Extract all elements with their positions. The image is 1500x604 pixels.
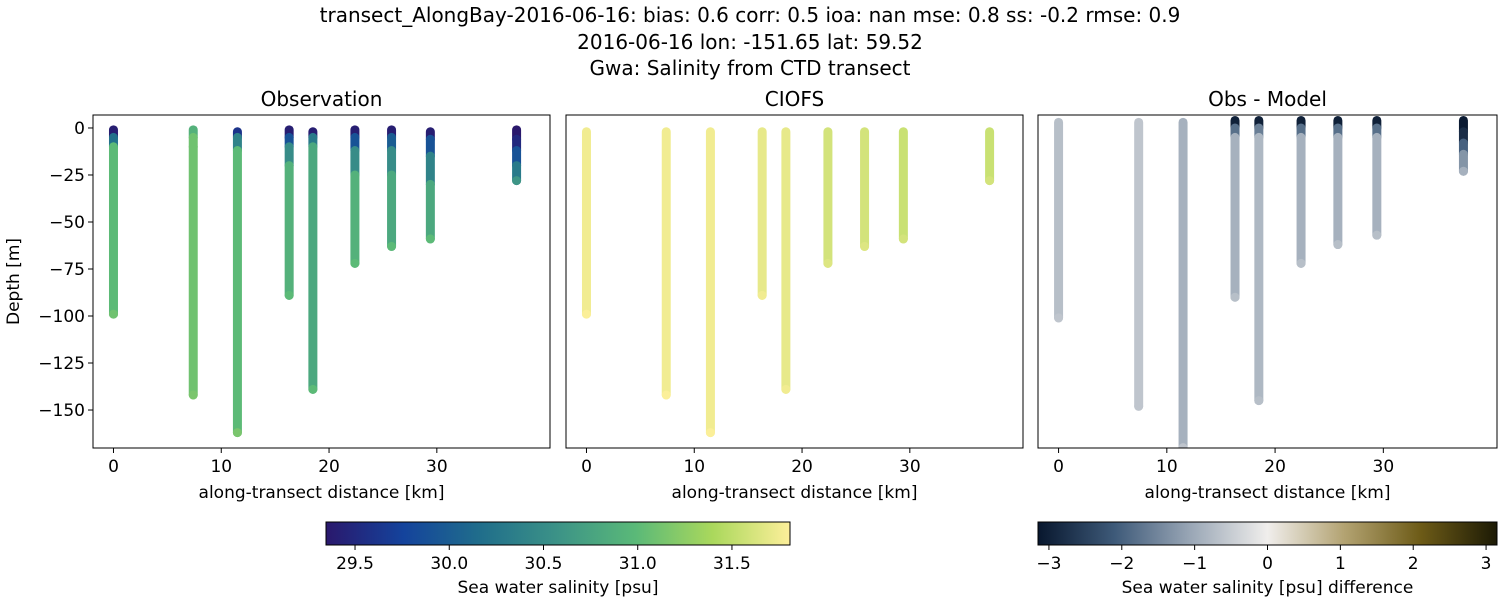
colorbar-tick-label: 3 xyxy=(1481,554,1492,574)
colorbar-label: Sea water salinity [psu] xyxy=(458,578,659,598)
colorbar-tick-label: −3 xyxy=(1036,554,1061,574)
colorbar-tick-label: 31.0 xyxy=(619,554,657,574)
colorbar-tick-label: 30.0 xyxy=(430,554,468,574)
colorbar-tick-label: 1 xyxy=(1335,554,1346,574)
colorbar xyxy=(1037,521,1498,546)
x-axis-label: along-transect distance [km] xyxy=(672,483,918,503)
colorbar-tick-label: 30.5 xyxy=(525,554,563,574)
axes-frame xyxy=(1037,114,1498,449)
title-line: 2016-06-16 lon: -151.65 lat: 59.52 xyxy=(577,30,923,54)
plot-area xyxy=(1054,115,1468,448)
title-line: Gwa: Salinity from CTD transect xyxy=(590,56,911,80)
x-tick-label: 0 xyxy=(108,457,119,477)
title-line: transect_AlongBay-2016-06-16: bias: 0.6 … xyxy=(320,3,1181,27)
panel-title: Obs - Model xyxy=(1208,87,1327,111)
y-tick-label: 0 xyxy=(74,119,85,139)
panel-title: CIOFS xyxy=(765,87,824,111)
panel-title: Observation xyxy=(261,87,383,111)
x-tick-label: 0 xyxy=(581,457,592,477)
y-tick-label: −25 xyxy=(49,166,85,186)
colorbar xyxy=(325,521,791,546)
x-tick-label: 30 xyxy=(426,457,448,477)
y-tick-label: −100 xyxy=(38,307,85,327)
x-axis-label: along-transect distance [km] xyxy=(199,483,445,503)
y-tick-label: −75 xyxy=(49,260,85,280)
x-tick-label: 10 xyxy=(1156,457,1178,477)
plot-area xyxy=(108,125,522,438)
y-tick-label: −125 xyxy=(38,354,85,374)
x-axis-label: along-transect distance [km] xyxy=(1145,483,1391,503)
x-tick-label: 10 xyxy=(683,457,705,477)
x-tick-label: 0 xyxy=(1053,457,1064,477)
colorbar-tick-label: 0 xyxy=(1262,554,1273,574)
plot-area xyxy=(581,127,995,438)
x-tick-label: 20 xyxy=(791,457,813,477)
y-tick-label: −150 xyxy=(38,401,85,421)
colorbar-tick-label: 2 xyxy=(1408,554,1419,574)
colorbar-tick-label: 29.5 xyxy=(336,554,374,574)
colorbar-tick-label: 31.5 xyxy=(713,554,751,574)
axes-frame xyxy=(92,114,551,449)
y-axis-label: Depth [m] xyxy=(4,238,24,325)
axes-frame xyxy=(565,114,1024,449)
colorbar-tick-label: −2 xyxy=(1109,554,1134,574)
colorbar-tick-label: −1 xyxy=(1182,554,1207,574)
x-tick-label: 30 xyxy=(1373,457,1395,477)
x-tick-label: 20 xyxy=(318,457,340,477)
x-tick-label: 30 xyxy=(899,457,921,477)
x-tick-label: 10 xyxy=(210,457,232,477)
y-tick-label: −50 xyxy=(49,213,85,233)
colorbar-label: Sea water salinity [psu] difference xyxy=(1122,578,1414,598)
x-tick-label: 20 xyxy=(1264,457,1286,477)
